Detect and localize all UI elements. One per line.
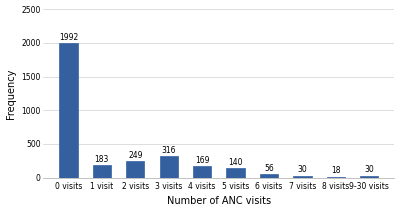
- Text: 316: 316: [162, 146, 176, 155]
- Bar: [193, 166, 211, 178]
- Text: 56: 56: [264, 164, 274, 173]
- X-axis label: Number of ANC visits: Number of ANC visits: [167, 197, 271, 206]
- Bar: [160, 156, 178, 178]
- Text: 140: 140: [228, 158, 243, 167]
- Text: 169: 169: [195, 156, 209, 165]
- Text: 18: 18: [331, 166, 341, 175]
- Text: 30: 30: [364, 166, 374, 174]
- Bar: [360, 176, 378, 178]
- Text: 183: 183: [95, 155, 109, 164]
- Bar: [327, 177, 345, 178]
- Text: 30: 30: [298, 166, 307, 174]
- Bar: [93, 165, 111, 178]
- Bar: [59, 43, 78, 178]
- Text: 1992: 1992: [59, 33, 78, 42]
- Bar: [126, 161, 144, 178]
- Y-axis label: Frequency: Frequency: [6, 68, 16, 119]
- Text: 249: 249: [128, 151, 142, 160]
- Bar: [293, 176, 312, 178]
- Bar: [226, 168, 245, 178]
- Bar: [260, 174, 278, 178]
